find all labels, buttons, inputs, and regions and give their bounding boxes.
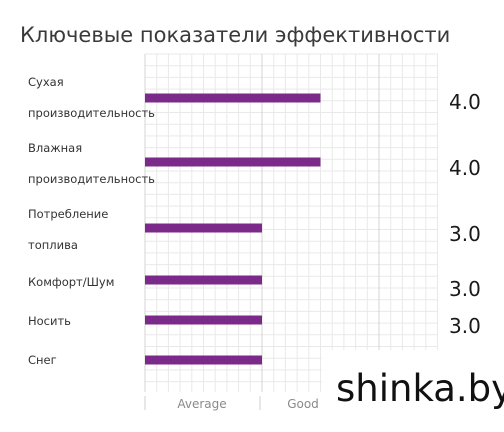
category-label: производительность [28, 106, 155, 120]
value-label: 4.0 [449, 156, 481, 180]
watermark-background [322, 350, 504, 432]
x-tick-labels: Average Good [144, 396, 319, 411]
bar [145, 157, 321, 167]
bar [145, 223, 262, 233]
value-label: 4.0 [449, 90, 481, 114]
category-label: топлива [28, 238, 78, 252]
category-label: Снег [28, 353, 57, 367]
x-tick-label: Average [177, 397, 226, 411]
value-label: 3.0 [449, 277, 481, 301]
value-label: 3.0 [449, 222, 481, 246]
value-label: 3.0 [449, 314, 481, 338]
category-labels: Сухая производительность Влажная производит… [28, 75, 155, 367]
category-label: производительность [28, 172, 155, 186]
bar [145, 315, 262, 325]
category-label: Комфорт/Шум [28, 275, 114, 289]
x-tick-label: Good [287, 397, 319, 411]
category-label: Сухая [28, 75, 64, 89]
category-label: Влажная [28, 141, 82, 155]
bars [145, 93, 321, 365]
watermark: shinka.by [336, 367, 504, 410]
bar [145, 93, 321, 103]
bar [145, 275, 262, 285]
category-label: Носить [28, 314, 71, 328]
bar [145, 355, 262, 365]
plot-area [145, 54, 438, 392]
category-label: Потребление [28, 207, 108, 221]
value-labels: 4.0 4.0 3.0 3.0 3.0 [449, 90, 481, 338]
chart-title: Ключевые показатели эффективности [20, 23, 450, 47]
grid [144, 53, 438, 392]
